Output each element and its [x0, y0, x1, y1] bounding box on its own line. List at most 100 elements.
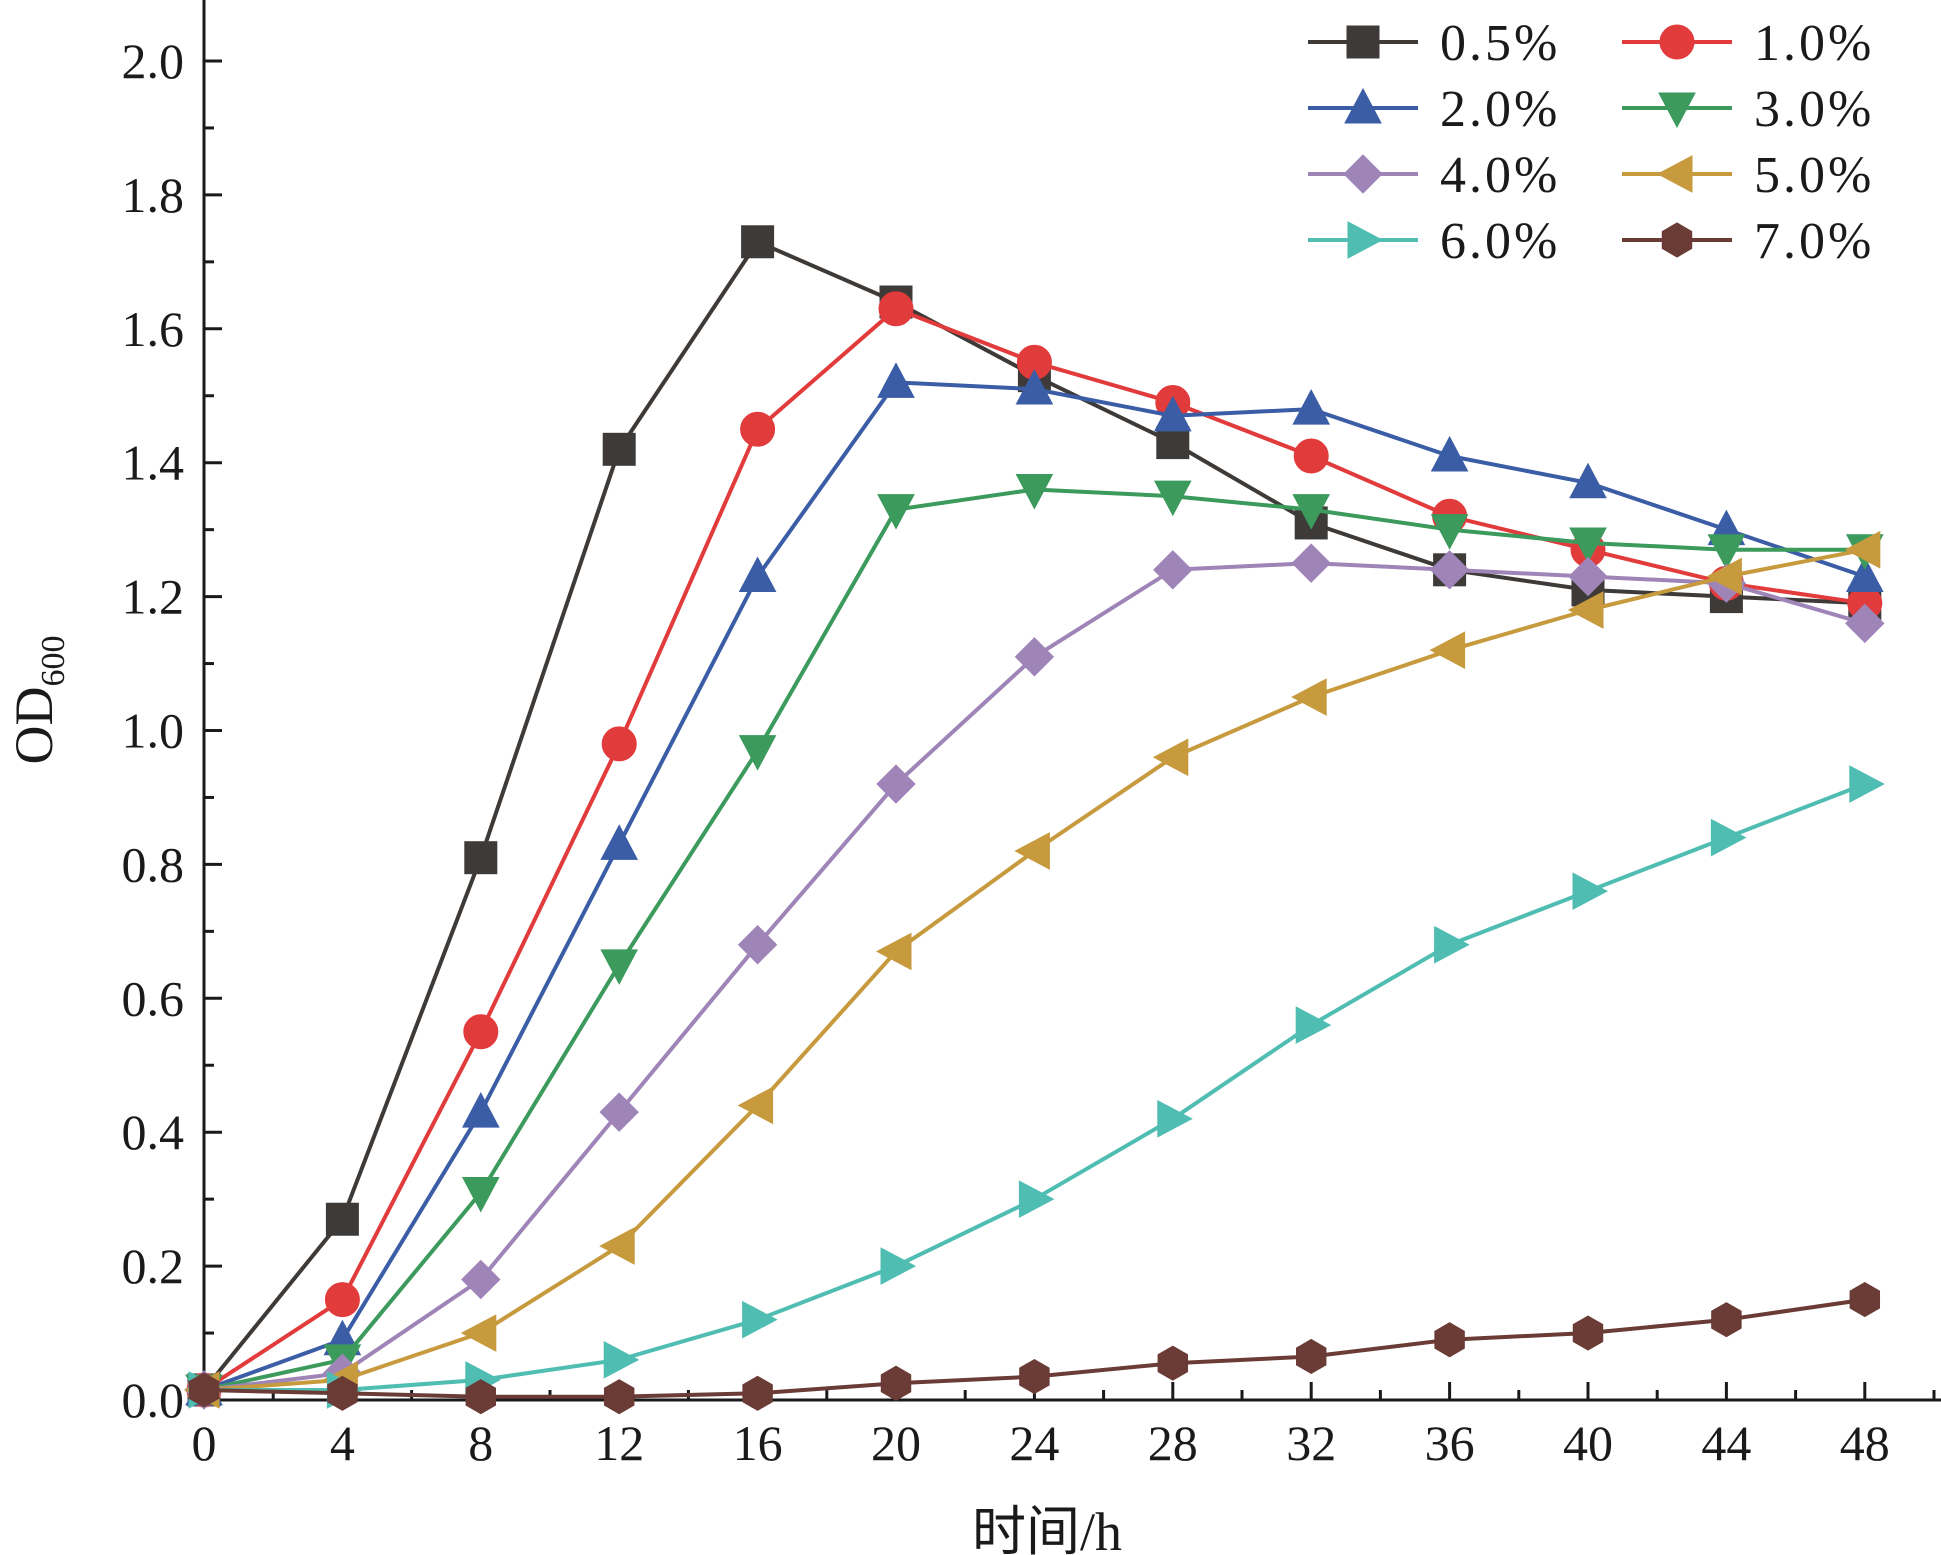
y-axis-title-subscript: 600 — [35, 636, 72, 687]
legend-marker — [1661, 222, 1693, 258]
data-point — [1844, 530, 1881, 569]
series-2.0% — [185, 362, 1884, 1406]
data-point — [188, 1372, 220, 1408]
series-line — [203, 380, 1866, 1392]
data-point — [599, 1227, 635, 1265]
legend-item: 1.0% — [1622, 15, 1874, 72]
data-point — [1569, 462, 1607, 499]
data-point — [599, 1092, 639, 1132]
data-point — [603, 1379, 635, 1415]
axes — [202, 0, 1941, 1402]
data-point — [738, 556, 777, 593]
data-point — [464, 841, 498, 875]
x-tick-label: 4 — [330, 1415, 355, 1471]
data-point — [876, 764, 916, 804]
data-point — [324, 1282, 360, 1318]
x-tick-label: 40 — [1563, 1415, 1613, 1471]
data-point — [1434, 1322, 1465, 1358]
data-point — [600, 949, 639, 985]
data-point — [327, 1375, 358, 1411]
data-point — [1430, 435, 1469, 472]
legend-label: 4.0% — [1440, 147, 1560, 204]
data-point — [1152, 738, 1189, 777]
x-tick-label: 24 — [1009, 1415, 1059, 1471]
x-tick-label: 20 — [871, 1415, 921, 1471]
data-point — [1849, 1281, 1881, 1318]
legend-item: 6.0% — [1308, 213, 1560, 270]
data-point — [1019, 1358, 1050, 1395]
series-4.0% — [184, 543, 1885, 1410]
data-point — [1295, 1338, 1327, 1375]
y-tick-label: 1.2 — [122, 569, 185, 625]
data-point — [601, 726, 637, 762]
data-point — [461, 1092, 500, 1128]
data-point — [1157, 1099, 1193, 1138]
data-point — [461, 1259, 501, 1300]
data-point — [1845, 556, 1884, 593]
data-point — [1014, 832, 1050, 870]
data-point — [1153, 480, 1192, 517]
y-tick-label: 0.2 — [122, 1238, 185, 1294]
x-tick-label: 44 — [1701, 1415, 1751, 1471]
legend-label: 7.0% — [1754, 213, 1874, 270]
series-group — [183, 225, 1885, 1415]
series-3.0% — [185, 473, 1884, 1411]
data-point — [1572, 872, 1609, 911]
legend-label: 6.0% — [1440, 213, 1560, 270]
data-point — [1293, 438, 1329, 474]
data-point — [740, 411, 776, 447]
x-tick-label: 32 — [1286, 1415, 1336, 1471]
data-point — [1153, 395, 1192, 432]
legend-item: 5.0% — [1622, 147, 1874, 204]
legend-marker — [1347, 221, 1384, 259]
data-point — [325, 1202, 359, 1236]
data-point — [880, 1365, 912, 1401]
series-7.0% — [188, 1281, 1881, 1415]
legend-marker — [1346, 25, 1380, 59]
data-point — [1429, 631, 1466, 669]
data-point — [1710, 818, 1747, 857]
data-point — [460, 1314, 497, 1352]
data-point — [463, 1014, 499, 1050]
legend-item: 4.0% — [1308, 147, 1560, 204]
data-point — [1291, 543, 1331, 583]
y-tick-label: 1.6 — [122, 301, 185, 357]
legend-label: 2.0% — [1440, 81, 1560, 138]
legend-label: 1.0% — [1754, 15, 1874, 72]
series-line — [203, 561, 1866, 1392]
x-tick-label: 8 — [468, 1415, 493, 1471]
x-tick-label: 0 — [192, 1415, 217, 1471]
legend-marker — [1344, 87, 1382, 124]
data-point — [461, 1176, 500, 1213]
data-point — [1845, 603, 1885, 644]
data-point — [1569, 527, 1607, 564]
series-line — [202, 239, 1865, 1392]
x-tick-label: 16 — [733, 1415, 783, 1471]
y-tick-label: 0.0 — [122, 1372, 185, 1428]
data-point — [1567, 591, 1604, 629]
legend-item: 7.0% — [1622, 213, 1874, 270]
legend-label: 3.0% — [1754, 81, 1874, 138]
data-point — [600, 824, 639, 860]
legend-item: 0.5% — [1308, 15, 1560, 72]
legend-label: 0.5% — [1440, 15, 1560, 72]
data-point — [880, 1247, 917, 1285]
y-tick-label: 0.8 — [122, 836, 185, 892]
data-point — [1430, 514, 1469, 550]
x-axis-title: 时间/h — [972, 1502, 1122, 1555]
y-tick-label: 1.0 — [122, 703, 185, 759]
y-tick-label: 1.4 — [122, 435, 185, 491]
data-point — [1014, 637, 1055, 677]
series-line — [203, 487, 1865, 1392]
legend-marker — [1656, 155, 1693, 193]
y-axis-title: OD600 — [4, 636, 72, 765]
data-point — [1292, 494, 1331, 530]
data-point — [465, 1379, 497, 1415]
data-point — [1711, 1302, 1742, 1338]
legend-label: 5.0% — [1754, 147, 1874, 204]
data-point — [1153, 550, 1193, 590]
y-tick-label: 0.6 — [122, 970, 185, 1026]
data-point — [742, 1300, 778, 1339]
data-point — [1429, 550, 1470, 590]
